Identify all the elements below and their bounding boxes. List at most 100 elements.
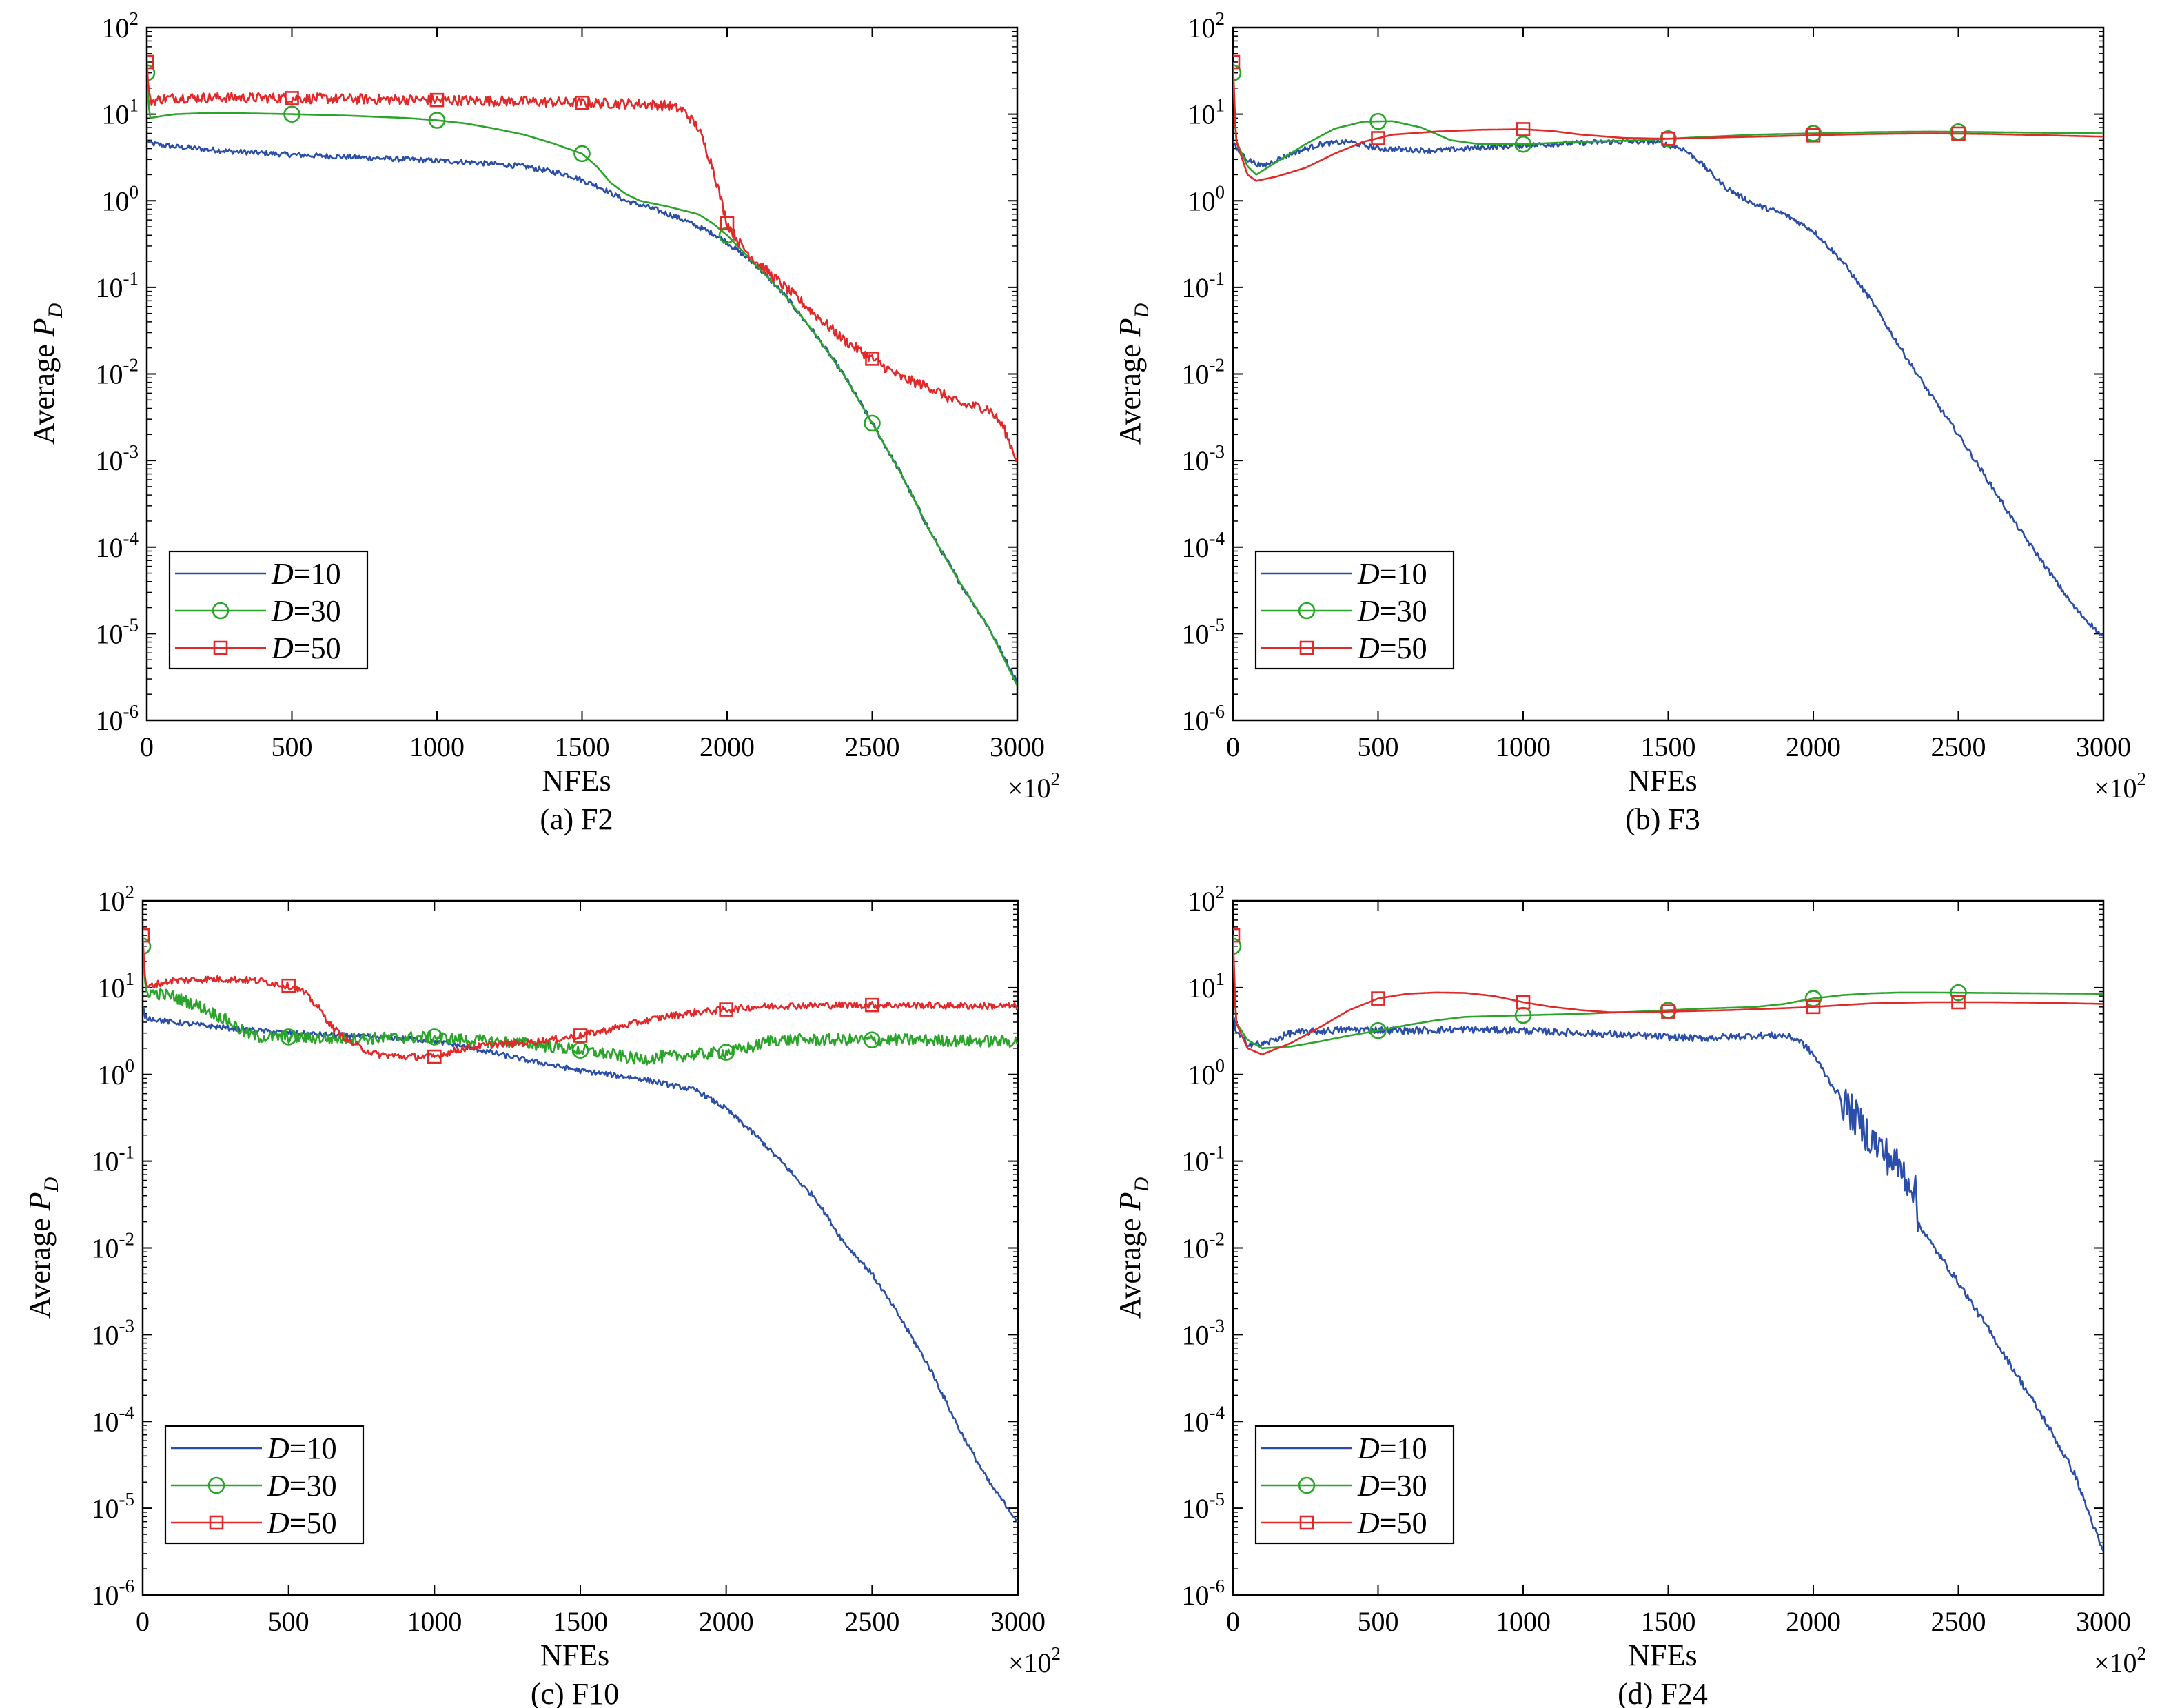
legend: D=10D=30D=50 (168, 550, 369, 670)
marker-square (573, 1028, 588, 1043)
series-line-d-50 (1233, 935, 2103, 1055)
marker-circle (426, 1028, 443, 1046)
y-tick-label: 101 (1188, 968, 1225, 1004)
y-tick-label: 10-1 (96, 268, 139, 303)
marker-square (575, 95, 589, 110)
y-tick-label: 101 (102, 95, 139, 130)
y-tick-label: 10-3 (1182, 1315, 1225, 1350)
x-tick-label: 2500 (844, 1606, 899, 1637)
legend-marker-circle (207, 1476, 225, 1494)
marker-square (1661, 132, 1675, 146)
y-tick-label: 10-2 (96, 355, 139, 390)
y-tick-label: 10-5 (96, 614, 139, 649)
panel-caption: (d) F24 (1618, 1677, 1708, 1708)
x-tick-label: 1000 (1496, 731, 1551, 762)
x-tick-label: 2000 (699, 1606, 754, 1637)
marker-square (865, 352, 879, 366)
y-tick-label: 10-5 (1182, 1489, 1225, 1524)
chart-panel-1: 10-6 10-5 10-4 10-3 10-2 10-1 100 101 102 0 500 100… (27, 8, 1060, 836)
marker-circle (147, 64, 156, 81)
y-tick-label: 10-6 (1182, 701, 1225, 736)
marker-circle (864, 414, 881, 432)
legend-label: D=50 (267, 1506, 337, 1540)
x-tick-label: 2500 (845, 731, 900, 762)
chart-panel-4: 10-6 10-5 10-4 10-3 10-2 10-1 100 101 102 0 500 100… (1113, 882, 2146, 1708)
series-line-d-30 (143, 941, 1018, 1066)
marker-square (1371, 991, 1385, 1006)
y-tick-label: 101 (98, 968, 135, 1004)
legend: D=10D=30D=50 (1254, 550, 1455, 670)
marker-circle (1233, 64, 1242, 81)
x-tick-label: 500 (268, 1606, 309, 1637)
chart-panel-2: 10-6 10-5 10-4 10-3 10-2 10-1 100 101 102 0 500 100… (1113, 8, 2146, 836)
plot-area (143, 928, 1018, 1523)
marker-square (1233, 928, 1241, 943)
x-tick-label: 500 (1358, 731, 1399, 762)
marker-square (1233, 54, 1241, 70)
legend-label: D=50 (1357, 631, 1427, 665)
y-tick-label: 10-1 (1182, 268, 1225, 303)
x-axis-label: NFEs (542, 764, 611, 797)
y-tick-label: 10-1 (92, 1142, 135, 1177)
legend-label: D=30 (1357, 594, 1427, 628)
legend-label: D=10 (1357, 1432, 1427, 1465)
x-tick-label: 3000 (2076, 731, 2131, 762)
y-axis-label: Average PD (1113, 303, 1153, 445)
x-tick-label: 500 (1358, 1606, 1399, 1637)
y-tick-label: 10-5 (92, 1489, 135, 1524)
legend: D=10D=30D=50 (164, 1425, 365, 1545)
legend-label: D=30 (267, 1469, 337, 1503)
marker-square (1516, 122, 1531, 136)
y-tick-label: 10-6 (96, 701, 139, 736)
legend-label: D=50 (271, 631, 341, 665)
x-tick-label: 2000 (1786, 1606, 1841, 1637)
x-tick-label: 2500 (1931, 731, 1986, 762)
marker-square (285, 91, 299, 105)
y-tick-label: 10-2 (1182, 1229, 1225, 1264)
x-multiplier: ×102 (2094, 769, 2146, 804)
series-line-d-50 (147, 59, 1017, 462)
y-tick-label: 10-2 (1182, 355, 1225, 390)
y-axis-label: Average PD (27, 303, 67, 445)
x-multiplier: ×102 (1008, 769, 1060, 804)
x-axis-label: NFEs (540, 1638, 609, 1672)
x-axis-label: NFEs (1628, 1638, 1697, 1672)
marker-circle (1369, 1021, 1387, 1039)
legend-marker-square (1299, 640, 1314, 655)
x-tick-label: 1500 (1641, 1606, 1696, 1637)
x-tick-label: 3000 (2076, 1606, 2131, 1637)
marker-square (147, 54, 154, 70)
y-tick-label: 10-4 (96, 528, 139, 563)
marker-square (720, 216, 735, 231)
x-tick-label: 3000 (990, 731, 1045, 762)
series-line-d-30 (147, 72, 1017, 687)
marker-square (143, 928, 150, 943)
marker-square (1951, 995, 1966, 1010)
marker-square (281, 978, 296, 993)
marker-circle (143, 937, 152, 955)
x-tick-label: 2000 (1786, 731, 1841, 762)
x-tick-label: 0 (1226, 731, 1240, 762)
y-tick-label: 10-5 (1182, 614, 1225, 649)
marker-circle (717, 1044, 735, 1061)
marker-square (1951, 126, 1966, 141)
marker-square (1806, 999, 1821, 1015)
y-axis-label: Average PD (1113, 1177, 1153, 1319)
legend-marker-square (213, 640, 228, 655)
marker-circle (573, 145, 591, 163)
x-multiplier: ×102 (1008, 1643, 1061, 1678)
legend: D=10D=30D=50 (1254, 1425, 1455, 1545)
series-line-d-50 (1233, 61, 2103, 182)
marker-circle (1233, 937, 1242, 955)
y-tick-label: 102 (1188, 882, 1225, 917)
y-tick-label: 10-3 (1182, 441, 1225, 476)
marker-square (1806, 128, 1821, 143)
y-tick-label: 10-4 (1182, 1402, 1225, 1437)
series-line-d-10 (143, 1005, 1018, 1523)
legend-marker-circle (212, 602, 230, 620)
x-tick-label: 2500 (1931, 1606, 1986, 1637)
marker-circle (428, 112, 446, 129)
x-tick-label: 1000 (1496, 1606, 1551, 1637)
legend-label: D=50 (1357, 1506, 1427, 1540)
